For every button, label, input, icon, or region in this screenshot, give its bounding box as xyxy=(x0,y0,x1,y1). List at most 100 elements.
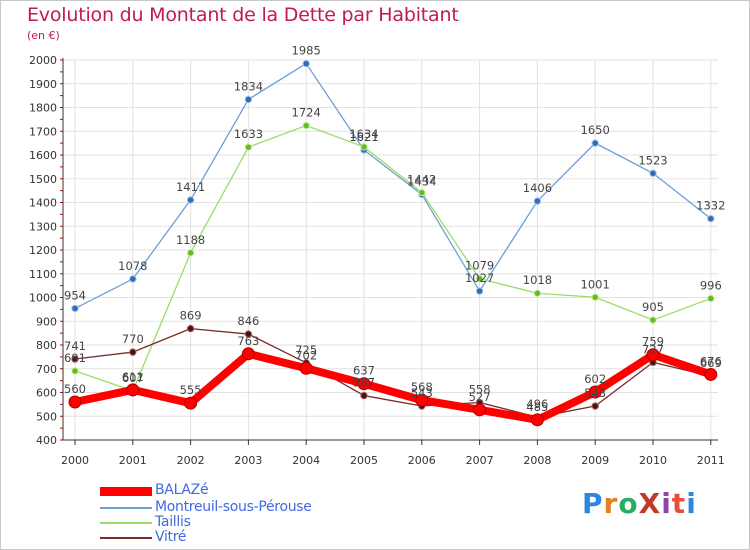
data-label: 543 xyxy=(584,386,606,400)
data-label: 725 xyxy=(295,343,317,357)
legend-label: Vitré xyxy=(155,529,187,545)
y-tick-label: 1400 xyxy=(29,197,57,210)
data-label: 611 xyxy=(122,370,144,384)
data-label: 560 xyxy=(64,382,86,396)
data-label: 607 xyxy=(122,371,144,385)
legend-label: Montreuil-sous-Pérouse xyxy=(155,499,312,515)
data-label: 759 xyxy=(642,335,664,349)
data-label: 676 xyxy=(700,354,722,368)
chart-title: Evolution du Montant de la Dette par Hab… xyxy=(27,4,459,26)
data-label: 954 xyxy=(64,288,86,302)
legend-swatch xyxy=(100,537,152,539)
data-label: 1633 xyxy=(234,127,263,141)
data-label: 1079 xyxy=(465,259,494,273)
x-tick-label: 2000 xyxy=(61,454,89,467)
data-label: 496 xyxy=(526,397,548,411)
data-point xyxy=(475,287,484,295)
data-point xyxy=(241,347,255,361)
x-tick-label: 2002 xyxy=(177,454,205,467)
brand-letter: r xyxy=(603,487,619,520)
x-tick-label: 2006 xyxy=(408,454,436,467)
y-tick-label: 1900 xyxy=(29,78,57,91)
data-label: 527 xyxy=(469,390,491,404)
y-tick-label: 1800 xyxy=(29,102,57,115)
x-tick-label: 2011 xyxy=(697,454,725,467)
y-tick-label: 1000 xyxy=(29,292,57,305)
data-point xyxy=(646,348,660,362)
series-line xyxy=(74,124,712,392)
x-tick-label: 2001 xyxy=(119,454,147,467)
data-label: 846 xyxy=(237,314,259,328)
series-line xyxy=(74,62,712,310)
y-tick-label: 1200 xyxy=(29,244,57,257)
data-label: 1621 xyxy=(349,130,378,144)
data-point xyxy=(184,396,198,410)
data-point xyxy=(707,294,715,303)
data-label: 1834 xyxy=(234,79,263,93)
data-point xyxy=(591,293,599,301)
data-point xyxy=(244,95,253,104)
brand-letter: i xyxy=(686,487,697,520)
data-label: 1188 xyxy=(176,233,205,247)
data-point xyxy=(357,377,371,391)
x-tick-label: 2007 xyxy=(466,454,494,467)
data-point xyxy=(704,367,718,381)
data-label: 763 xyxy=(237,334,259,348)
data-point xyxy=(533,197,542,205)
data-point xyxy=(473,403,487,417)
y-tick-label: 2000 xyxy=(29,54,57,67)
data-point xyxy=(129,275,137,283)
data-label: 1332 xyxy=(696,199,725,213)
data-point xyxy=(186,196,195,204)
data-label: 1650 xyxy=(581,123,610,137)
brand-letter: X xyxy=(638,487,662,520)
x-tick-label: 2005 xyxy=(350,454,378,467)
legend-swatch xyxy=(100,522,152,524)
legend-swatch xyxy=(100,507,152,509)
data-point xyxy=(360,391,368,400)
y-tick-label: 400 xyxy=(36,434,57,447)
y-tick-label: 1700 xyxy=(29,125,57,138)
axis-layer: 400 500 600 700 800 900 1000 1100 1200 1300 1400 15… xyxy=(29,54,725,467)
x-tick-label: 2008 xyxy=(523,454,551,467)
data-label: 1078 xyxy=(118,259,147,273)
data-label: 568 xyxy=(411,380,433,394)
data-label: 996 xyxy=(700,278,722,292)
data-label: 543 xyxy=(411,386,433,400)
chart-unit: (en €) xyxy=(27,29,60,42)
data-point xyxy=(299,361,313,375)
data-point xyxy=(129,348,137,356)
brand-letter: t xyxy=(671,487,687,520)
y-tick-label: 1100 xyxy=(29,268,57,281)
x-tick-label: 2003 xyxy=(234,454,262,467)
series-line xyxy=(74,327,712,418)
brand-letter: i xyxy=(661,487,672,520)
y-tick-label: 1500 xyxy=(29,173,57,186)
data-point xyxy=(126,383,140,397)
data-label: 727 xyxy=(642,342,664,356)
brand-letter: P xyxy=(582,487,604,520)
data-point xyxy=(415,393,429,407)
data-point xyxy=(360,143,368,151)
data-point xyxy=(418,188,426,197)
legend-label: Taillis xyxy=(155,514,191,530)
data-label: 669 xyxy=(700,356,722,370)
data-label: 637 xyxy=(353,364,375,378)
y-tick-label: 900 xyxy=(36,315,57,328)
data-label: 1027 xyxy=(465,271,494,285)
data-point xyxy=(244,143,253,151)
x-tick-label: 2009 xyxy=(581,454,609,467)
x-tick-label: 2004 xyxy=(292,454,320,467)
grid-layer xyxy=(63,59,718,441)
data-point xyxy=(649,169,657,177)
y-tick-label: 700 xyxy=(36,363,57,376)
data-point xyxy=(302,59,310,68)
data-label: 587 xyxy=(353,376,375,390)
y-tick-label: 1300 xyxy=(29,220,57,233)
y-tick-label: 800 xyxy=(36,339,57,352)
y-tick-label: 600 xyxy=(36,387,57,400)
data-label: 1001 xyxy=(581,277,610,291)
data-point xyxy=(244,330,253,338)
data-point xyxy=(588,385,602,399)
